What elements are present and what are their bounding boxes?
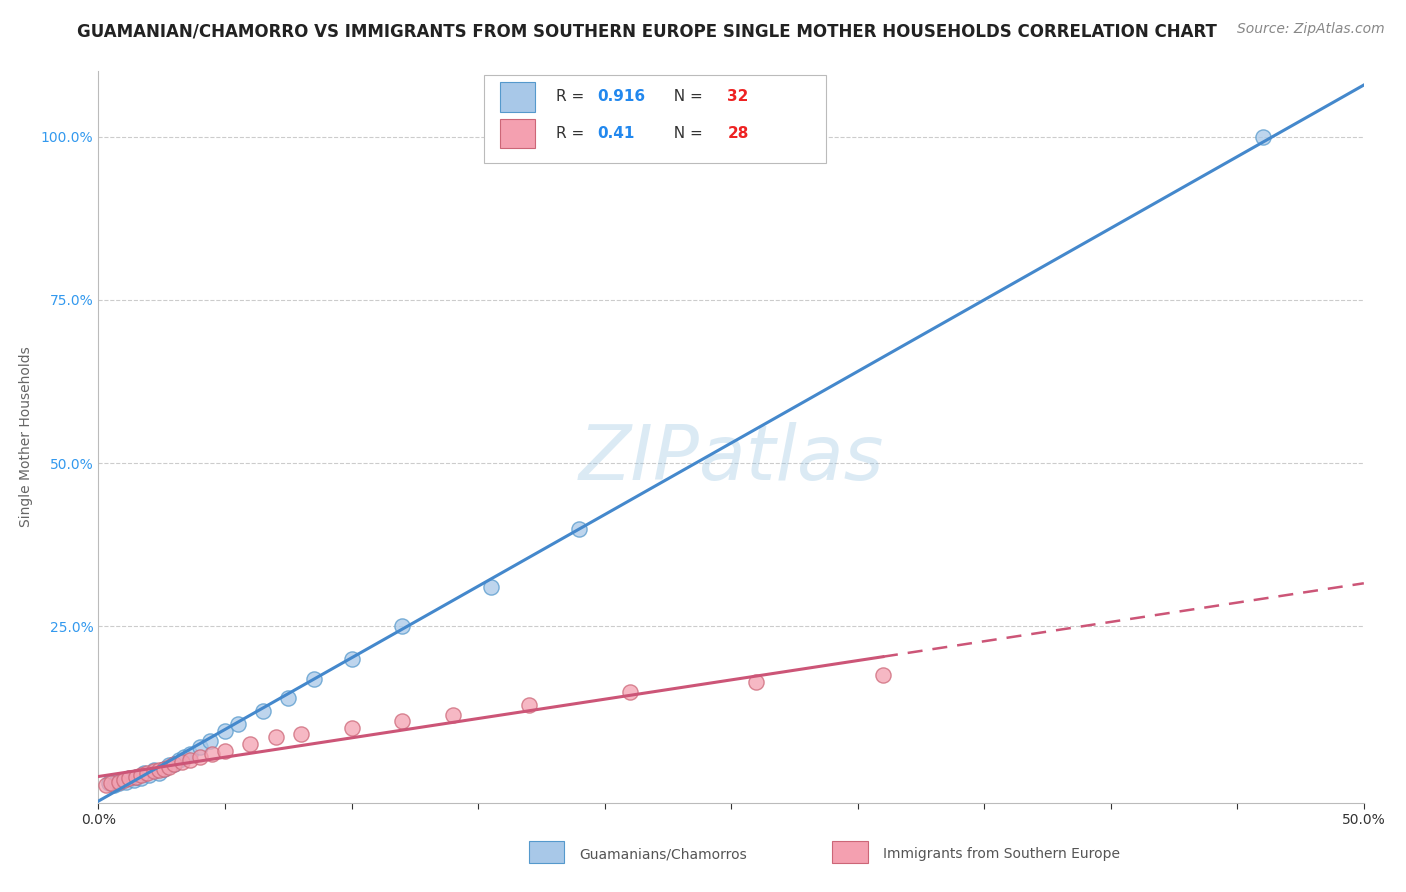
Point (277, 691, 299, 706)
Point (131, 768, 153, 782)
FancyBboxPatch shape (529, 841, 564, 863)
Point (112, 772, 135, 787)
Point (138, 768, 160, 782)
Point (479, 580, 502, 594)
Point (214, 743, 236, 757)
Point (619, 685, 641, 699)
FancyBboxPatch shape (499, 119, 534, 148)
Text: Immigrants from Southern Europe: Immigrants from Southern Europe (883, 847, 1121, 861)
Point (340, 721, 363, 735)
Point (125, 770, 148, 784)
Point (107, 775, 129, 789)
Point (103, 778, 125, 792)
Point (157, 758, 180, 772)
Point (131, 771, 153, 785)
Point (214, 723, 236, 738)
Point (226, 717, 249, 731)
Point (441, 707, 464, 722)
Point (188, 750, 211, 764)
Point (568, 521, 591, 535)
Text: 0.916: 0.916 (598, 89, 645, 104)
Point (94, 778, 117, 792)
Point (290, 727, 312, 741)
Point (148, 766, 170, 780)
Point (163, 756, 186, 771)
Point (252, 705, 274, 719)
Point (118, 771, 141, 785)
Point (169, 753, 191, 767)
Text: Guamanians/Chamorros: Guamanians/Chamorros (579, 847, 747, 861)
Point (122, 772, 145, 787)
Point (118, 771, 141, 785)
Point (340, 652, 363, 666)
FancyBboxPatch shape (484, 75, 825, 163)
Text: N =: N = (664, 126, 707, 141)
Point (872, 668, 894, 682)
Point (264, 731, 287, 745)
Point (745, 675, 768, 690)
Point (143, 763, 166, 777)
Point (132, 766, 155, 780)
FancyBboxPatch shape (832, 841, 868, 863)
FancyBboxPatch shape (499, 82, 534, 112)
Point (107, 776, 129, 790)
Text: R =: R = (557, 126, 589, 141)
Point (153, 762, 176, 776)
Text: 0.41: 0.41 (598, 126, 634, 141)
Point (170, 756, 193, 770)
Text: R =: R = (557, 89, 589, 104)
Point (1251, 129, 1274, 144)
Point (163, 756, 186, 771)
Point (112, 772, 135, 787)
Point (148, 763, 170, 777)
Point (391, 619, 413, 633)
Text: 32: 32 (727, 89, 749, 104)
Point (179, 747, 201, 761)
Point (115, 775, 138, 789)
Point (173, 750, 195, 764)
Point (391, 714, 413, 728)
Point (157, 760, 180, 774)
Point (179, 753, 201, 767)
Point (125, 770, 148, 784)
Point (153, 762, 176, 776)
Point (302, 672, 325, 686)
Text: N =: N = (664, 89, 707, 104)
Point (239, 737, 262, 751)
Text: ZIPatlas: ZIPatlas (578, 422, 884, 496)
Point (201, 747, 224, 761)
Text: Source: ZipAtlas.com: Source: ZipAtlas.com (1237, 22, 1385, 37)
Point (517, 698, 540, 712)
Y-axis label: Single Mother Households: Single Mother Households (18, 347, 32, 527)
Point (143, 764, 166, 779)
Point (97, 776, 120, 790)
Point (188, 740, 211, 755)
Text: 28: 28 (727, 126, 749, 141)
Text: GUAMANIAN/CHAMORRO VS IMMIGRANTS FROM SOUTHERN EUROPE SINGLE MOTHER HOUSEHOLDS C: GUAMANIAN/CHAMORRO VS IMMIGRANTS FROM SO… (77, 22, 1218, 40)
Point (105, 775, 128, 789)
Point (198, 733, 221, 747)
Point (100, 776, 122, 790)
Point (135, 766, 157, 780)
